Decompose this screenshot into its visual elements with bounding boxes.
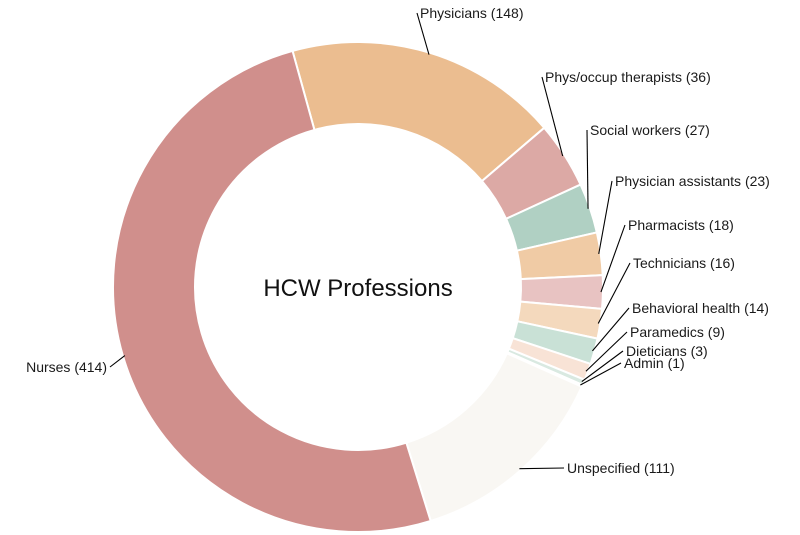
slice-label-nurses: Nurses (414) — [26, 359, 107, 375]
leader-line-phys-occup-therapists — [541, 76, 564, 157]
leader-line-paramedics — [585, 331, 628, 372]
slice-label-unspecified: Unspecified (111) — [567, 460, 675, 476]
slice-label-admin: Admin (1) — [624, 355, 685, 371]
slice-label-phys-occup-therapists: Phys/occup therapists (36) — [545, 69, 711, 85]
leader-line-technicians — [597, 262, 631, 324]
leader-line-nurses — [109, 355, 126, 368]
slice-label-physician-assistants: Physician assistants (23) — [615, 173, 770, 189]
leader-line-dieticians — [581, 350, 624, 383]
chart-title: HCW Professions — [263, 275, 452, 302]
slice-label-physicians: Physicians (148) — [420, 5, 524, 21]
leader-line-social-workers — [586, 129, 589, 209]
slice-label-dieticians: Dieticians (3) — [626, 343, 708, 359]
slices-group — [112, 41, 604, 533]
slice-unspecified — [405, 352, 584, 523]
slice-label-technicians: Technicians (16) — [633, 255, 735, 271]
leader-line-admin — [580, 362, 622, 386]
labels-group: Physicians (148) Phys/occup therapists (3… — [26, 5, 770, 476]
slice-label-behavioral-health: Behavioral health (14) — [632, 300, 769, 316]
slice-label-paramedics: Paramedics (9) — [630, 324, 725, 340]
leader-line-physicians — [416, 12, 430, 55]
slice-label-social-workers: Social workers (27) — [590, 122, 710, 138]
leader-line-behavioral-health — [592, 307, 630, 352]
leader-line-unspecified — [519, 467, 565, 470]
leader-line-pharmacists — [600, 224, 626, 293]
leader-lines-group — [109, 12, 631, 470]
leader-line-physician-assistants — [598, 180, 613, 255]
slice-nurses — [112, 49, 432, 533]
slice-label-pharmacists: Pharmacists (18) — [628, 217, 734, 233]
